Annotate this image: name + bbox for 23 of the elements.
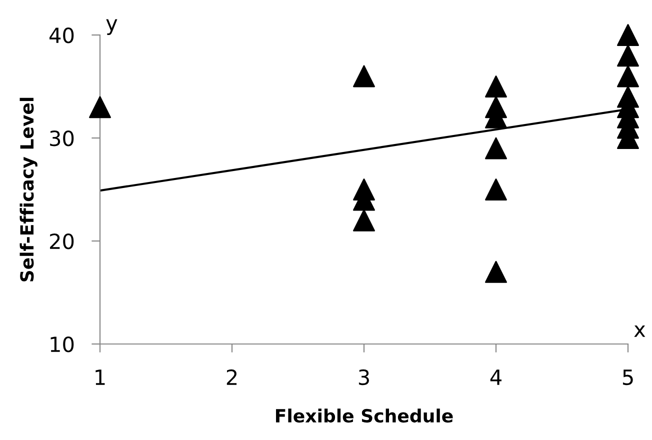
y-tick-label: 10 [50,336,74,352]
point [617,24,639,46]
y-tick-label: 20 [50,233,74,250]
y-tick-label: 40 [50,27,74,44]
point [485,76,507,98]
x-tick-label: 4 [490,370,502,385]
point [485,260,507,283]
text: x [634,325,646,337]
y-tick-label: 30 [50,130,74,146]
point [353,65,375,88]
x-tick-label: 2 [226,369,237,385]
x-tick-label: 5 [622,370,633,386]
point [617,65,639,88]
point [89,96,111,118]
point [353,209,375,232]
point [485,178,507,200]
x-tick-label: 1 [96,370,105,385]
y-axis-title: Self-Efficacy Level [20,98,38,282]
x-axis-title: Flexible Schedule [276,408,453,423]
annotation: y [106,19,118,35]
x-tick-label: 3 [358,369,369,386]
point [485,137,507,160]
point [617,44,639,67]
